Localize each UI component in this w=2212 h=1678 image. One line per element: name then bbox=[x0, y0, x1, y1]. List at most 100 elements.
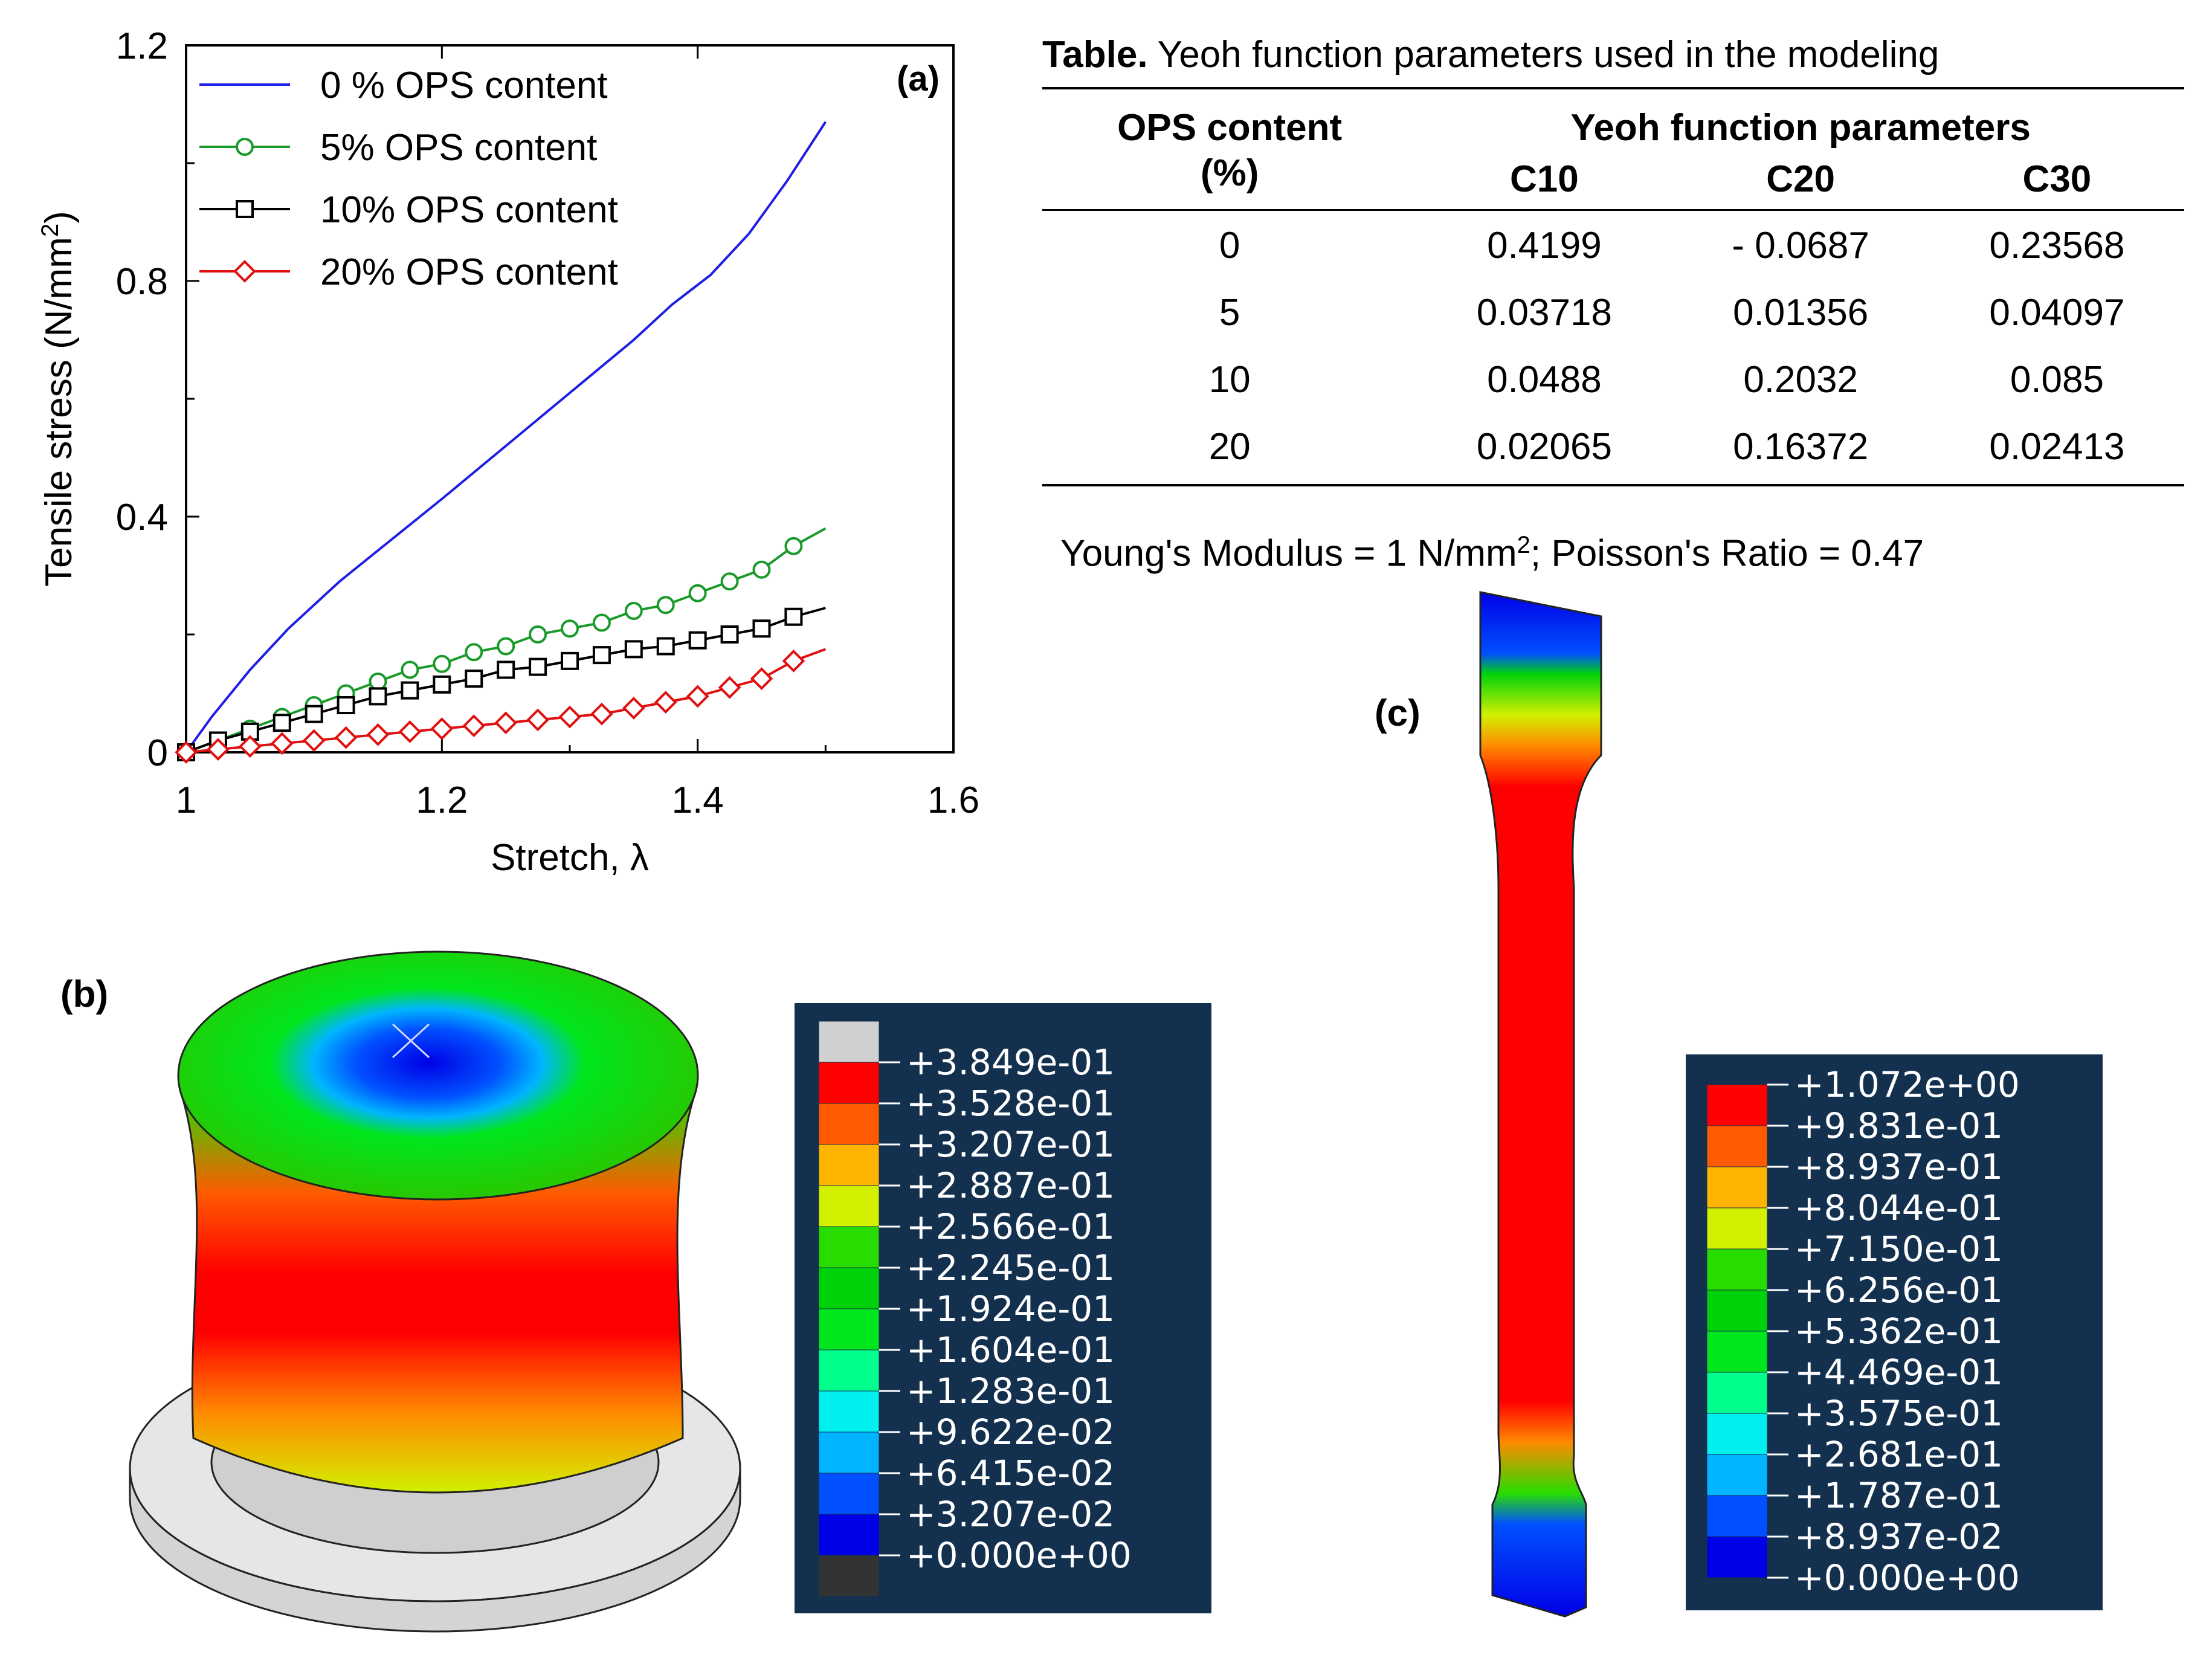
data-point bbox=[334, 726, 358, 749]
legend-value: +8.044e-01 bbox=[1794, 1187, 2003, 1228]
legend-label: 10% OPS content bbox=[320, 189, 618, 231]
cell: 0.23568 bbox=[1989, 225, 2125, 266]
legend-color-band bbox=[1706, 1372, 1768, 1414]
series-line bbox=[185, 121, 827, 753]
cell: 0 bbox=[1219, 225, 1240, 266]
data-point bbox=[302, 729, 326, 752]
legend-color-band bbox=[1706, 1495, 1768, 1537]
legend-marker bbox=[236, 200, 254, 218]
legend-value: +8.937e-01 bbox=[1794, 1146, 2003, 1187]
data-point bbox=[175, 741, 198, 764]
header-c20: C20 bbox=[1766, 158, 1836, 200]
cell: - 0.0687 bbox=[1732, 225, 1869, 266]
data-point bbox=[465, 670, 483, 688]
top-node-marker bbox=[392, 1023, 430, 1059]
data-point bbox=[558, 705, 581, 729]
header-ops-unit: (%) bbox=[1200, 152, 1259, 194]
data-point bbox=[529, 625, 547, 644]
legend-label: 5% OPS content bbox=[320, 127, 597, 169]
data-point bbox=[561, 619, 579, 638]
legend-value: +6.256e-01 bbox=[1794, 1270, 2003, 1311]
y-tick-label: 1.2 bbox=[116, 25, 168, 67]
data-point bbox=[526, 708, 549, 732]
legend-color-band bbox=[1706, 1125, 1768, 1167]
legend-color-band bbox=[818, 1514, 880, 1556]
legend-value: +3.207e-01 bbox=[906, 1124, 1115, 1165]
legend-value: +5.362e-01 bbox=[1794, 1311, 2003, 1352]
legend-value: +2.566e-01 bbox=[906, 1206, 1115, 1247]
legend-color-band bbox=[1706, 1454, 1768, 1496]
stress-stretch-chart: 1 1.2 1.4 1.6 0 0.4 0.8 1.2 0 % OPS content 5% O… bbox=[37, 25, 979, 879]
cell: 0.0488 bbox=[1487, 359, 1602, 401]
material-properties-note: Young's Modulus = 1 N/mm2; Poisson's Rat… bbox=[1060, 532, 1924, 575]
y-tick-label: 0.8 bbox=[116, 261, 168, 303]
cell: 0.01356 bbox=[1733, 292, 1869, 334]
spool-body bbox=[179, 1092, 697, 1494]
legend-color-band bbox=[818, 1103, 880, 1145]
data-point bbox=[686, 685, 709, 708]
cell: 0.04097 bbox=[1989, 292, 2125, 334]
cell: 0.4199 bbox=[1487, 225, 1602, 266]
legend-color-band bbox=[818, 1144, 880, 1186]
legend-color-band bbox=[1706, 1413, 1768, 1455]
x-tick-label: 1.6 bbox=[927, 779, 979, 821]
table-caption: Table. Yeoh function parameters used in … bbox=[1042, 34, 1940, 76]
legend-value: +0.000e+00 bbox=[1794, 1557, 2020, 1598]
legend-color-band bbox=[818, 1390, 880, 1433]
legend-value: +7.150e-01 bbox=[1794, 1228, 2003, 1270]
series-3 bbox=[175, 648, 827, 764]
legend-color-band bbox=[818, 1308, 880, 1350]
data-point bbox=[369, 687, 387, 706]
data-point bbox=[720, 625, 739, 644]
dogbone-fe-model bbox=[1479, 591, 1602, 1618]
data-point bbox=[656, 596, 675, 615]
legend-value: +3.528e-01 bbox=[906, 1083, 1115, 1124]
legend-color-band bbox=[818, 1267, 880, 1309]
header-ops-content: OPS content bbox=[1117, 107, 1343, 149]
y-tick-label: 0 bbox=[147, 732, 168, 774]
data-point bbox=[688, 584, 707, 602]
data-point bbox=[433, 675, 451, 694]
data-point bbox=[561, 651, 579, 670]
legend-color-band bbox=[818, 1021, 880, 1063]
data-point bbox=[270, 732, 294, 755]
data-point bbox=[752, 560, 771, 579]
cell: 5 bbox=[1219, 292, 1240, 334]
data-point bbox=[752, 619, 771, 638]
cell: 0.02065 bbox=[1476, 426, 1612, 468]
legend-color-band bbox=[818, 1062, 880, 1104]
table-row: 5 0.03718 0.01356 0.04097 bbox=[1042, 267, 2184, 334]
legend-color-band bbox=[1706, 1289, 1768, 1332]
cell: 0.03718 bbox=[1476, 292, 1612, 334]
data-point bbox=[624, 602, 643, 620]
data-point bbox=[337, 696, 355, 714]
table-row: 0 0.4199 - 0.0687 0.23568 bbox=[1042, 210, 2184, 268]
cell: 0.02413 bbox=[1989, 426, 2125, 468]
data-point bbox=[369, 673, 387, 691]
data-point bbox=[718, 676, 741, 699]
yeoh-parameters-table: OPS content (%) Yeoh function parameters… bbox=[1042, 87, 2184, 486]
y-tick-label: 0.4 bbox=[116, 497, 168, 538]
data-point bbox=[784, 537, 803, 555]
data-point bbox=[207, 738, 230, 761]
data-point bbox=[592, 646, 611, 665]
data-point bbox=[750, 667, 773, 690]
legend-color-band bbox=[1706, 1084, 1768, 1126]
base-ring-side bbox=[129, 1468, 741, 1633]
legend-color-band bbox=[1706, 1207, 1768, 1250]
data-point bbox=[590, 702, 613, 726]
legend-value: +3.207e-02 bbox=[906, 1494, 1115, 1535]
legend-value: +6.415e-02 bbox=[906, 1453, 1115, 1494]
data-point bbox=[239, 735, 262, 758]
legend-color-band bbox=[1706, 1166, 1768, 1208]
legend-value: +9.831e-01 bbox=[1794, 1105, 2003, 1146]
data-point bbox=[782, 650, 805, 673]
data-point bbox=[497, 637, 515, 656]
yeoh-table-block: Table. Yeoh function parameters used in … bbox=[1042, 33, 2184, 486]
y-axis-label: Tensile stress (N/mm2) bbox=[37, 211, 80, 587]
data-point bbox=[494, 711, 517, 735]
legend-color-band bbox=[818, 1185, 880, 1227]
table-row: 10 0.0488 0.2032 0.085 bbox=[1042, 334, 2184, 401]
legend-value: +1.924e-01 bbox=[906, 1288, 1115, 1329]
legend-color-band bbox=[818, 1226, 880, 1268]
